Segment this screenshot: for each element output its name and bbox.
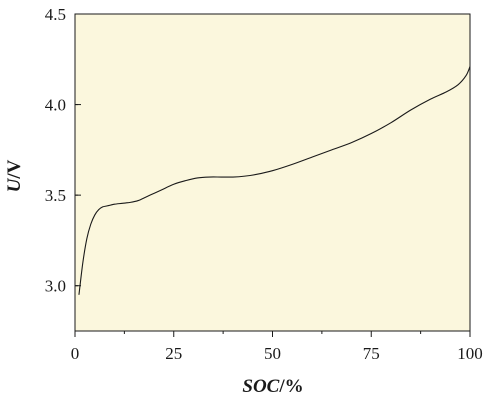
plot-frame xyxy=(74,13,471,332)
x-tick-label: 75 xyxy=(363,344,380,363)
plot-background xyxy=(75,14,470,331)
x-tick-label: 100 xyxy=(457,344,483,363)
x-axis-title: SOC/% xyxy=(242,376,303,397)
y-tick-label: 4.0 xyxy=(45,96,66,115)
y-axis: 3.0 3.5 4.0 4.5 xyxy=(45,5,81,296)
x-tick-label: 50 xyxy=(264,344,281,363)
y-tick-label: 4.5 xyxy=(45,5,66,24)
x-axis: 0 25 50 75 100 xyxy=(71,331,483,363)
y-tick-label: 3.5 xyxy=(45,186,66,205)
y-axis-title: U/V xyxy=(4,159,25,192)
x-tick-label: 25 xyxy=(165,344,182,363)
y-tick-label: 3.0 xyxy=(45,277,66,296)
series-line xyxy=(78,66,471,295)
x-tick-label: 0 xyxy=(71,344,80,363)
